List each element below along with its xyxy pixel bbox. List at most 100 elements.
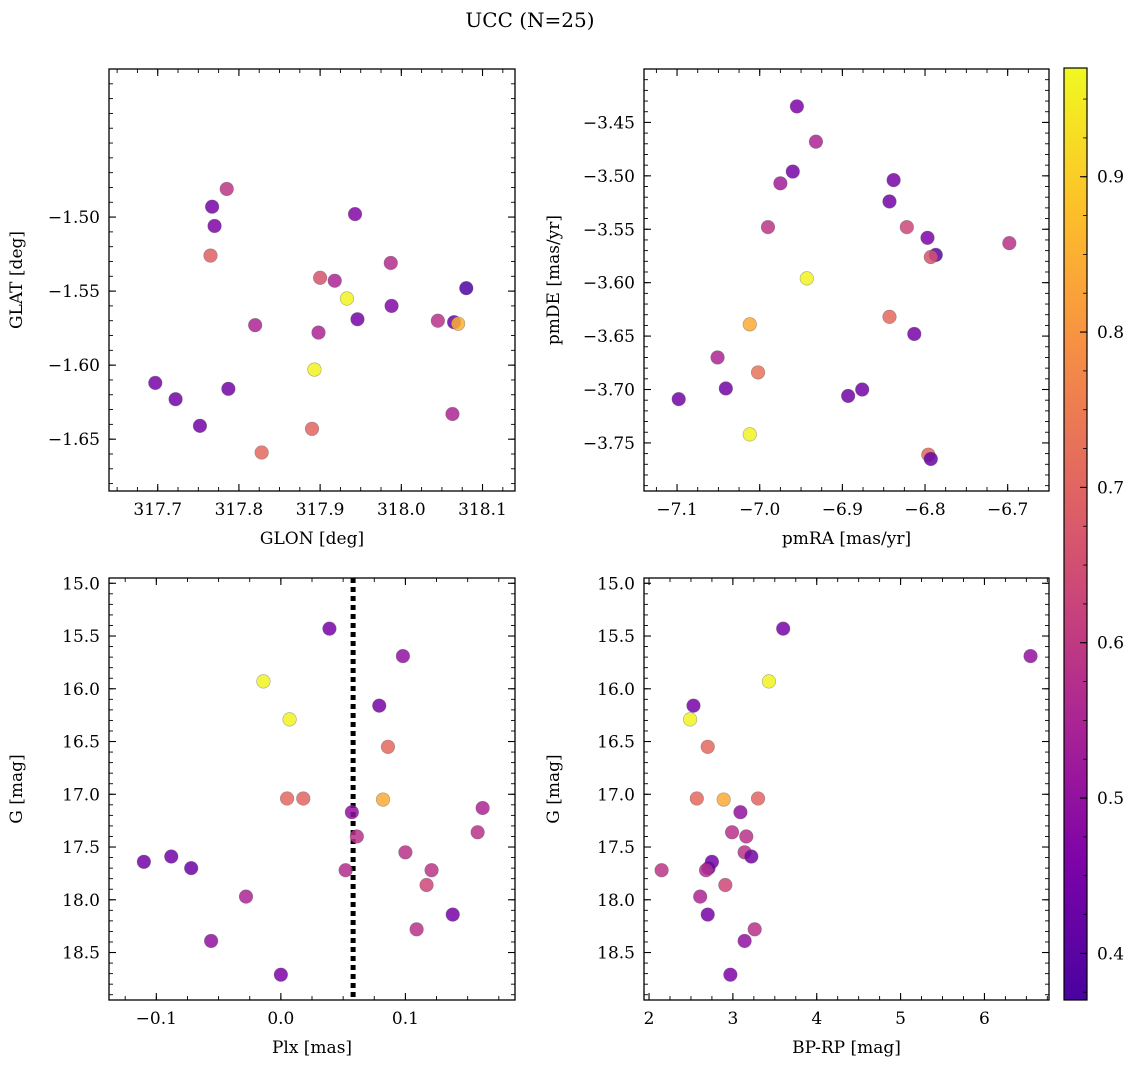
x-tick-label: 3: [727, 1009, 738, 1029]
y-tick-label: −3.45: [583, 113, 635, 133]
scatter-point: [148, 375, 163, 391]
scatter-point: [923, 249, 938, 265]
scatter-point: [1002, 236, 1017, 251]
scatter-panel-3: −0.1 0.0 0.1 15.0 15.5 16.0 16.5 17.0 17.5 18.0 18…: [7, 574, 516, 1058]
scatter-point: [204, 933, 219, 949]
axes-frame: [643, 68, 1050, 492]
scatter-point: [383, 255, 398, 271]
y-tick-label: −3.55: [583, 220, 635, 240]
scatter-point: [841, 388, 856, 404]
scatter-point: [168, 392, 183, 407]
y-tick-label: 17.0: [62, 785, 100, 805]
scatter-points: [148, 181, 474, 460]
colorbar-tick-label: 0.8: [1097, 323, 1124, 343]
scatter-point: [747, 922, 762, 937]
scatter-point: [808, 134, 824, 149]
scatter-point: [470, 825, 485, 840]
scatter-point: [785, 164, 800, 179]
scatter-point: [279, 791, 295, 806]
y-tick-label: 16.5: [597, 733, 635, 753]
x-tick-label: 2: [644, 1009, 655, 1029]
scatter-point: [430, 313, 445, 328]
scatter-point: [723, 967, 738, 982]
scatter-point: [445, 907, 460, 922]
x-tick-label: 317.7: [133, 500, 182, 520]
y-tick-label: 15.5: [597, 627, 635, 647]
figure-title: UCC (N=25): [465, 8, 594, 32]
scatter-point: [899, 220, 914, 235]
scatter-point: [347, 207, 363, 222]
colorbar-tick-label: 0.6: [1097, 634, 1124, 654]
scatter-point: [192, 418, 208, 433]
y-tick-label: 16.0: [597, 680, 635, 700]
y-tick-label: 17.5: [62, 838, 100, 858]
x-tick-label: 317.8: [215, 500, 264, 520]
axes-frame: [108, 577, 516, 1001]
x-tick-label: −6.9: [822, 500, 863, 520]
y-tick-label: 18.0: [62, 891, 100, 911]
scatter-point: [384, 298, 399, 314]
y-tick-label: 16.0: [62, 680, 100, 700]
y-tick-label: 15.5: [62, 627, 100, 647]
scatter-point: [375, 792, 391, 807]
scatter-point: [398, 845, 413, 860]
scatter-point: [760, 220, 776, 235]
scatter-point: [733, 805, 748, 820]
scatter-point: [344, 805, 359, 820]
scatter-panel-2: −7.1 −7.0 −6.9 −6.8 −6.7 −3.45 −3.50 −3.55 −3.60…: [544, 68, 1050, 549]
y-axis-title: GLAT [deg]: [7, 231, 27, 329]
scatter-point: [203, 248, 218, 263]
scatter-point: [248, 318, 263, 333]
scatter-point: [349, 829, 364, 844]
x-tick-label: 0.1: [392, 1009, 419, 1029]
scatter-point: [710, 350, 725, 365]
colorbar-tick-label: 0.5: [1097, 789, 1124, 809]
y-tick-label: −3.65: [583, 327, 635, 347]
scatter-point: [307, 362, 322, 377]
scatter-point: [419, 877, 434, 893]
scatter-point: [380, 739, 396, 754]
x-tick-label: 318.0: [377, 500, 426, 520]
scatter-points: [671, 99, 1017, 467]
scatter-point: [451, 316, 466, 331]
y-tick-label: −3.75: [583, 434, 635, 454]
scatter-point: [855, 382, 870, 397]
scatter-point: [327, 273, 342, 288]
scatter-point: [761, 674, 777, 689]
x-axis-title: Plx [mas]: [272, 1038, 352, 1058]
y-axis-title: G [mag]: [7, 754, 27, 823]
y-tick-label: 15.0: [62, 574, 100, 594]
scatter-point: [254, 445, 269, 460]
y-tick-label: −3.50: [583, 167, 635, 187]
scatter-point: [886, 173, 901, 188]
scatter-point: [409, 922, 424, 937]
scatter-point: [776, 621, 791, 636]
scatter-point: [689, 791, 704, 806]
scatter-point: [338, 863, 353, 878]
x-axis-title: GLON [deg]: [260, 529, 364, 549]
scatter-point: [322, 621, 337, 636]
y-tick-label: −1.65: [48, 430, 100, 450]
scatter-panel-1: 317.7 317.8 317.9 318.0 318.1 −1.50 −1.55 −1.60…: [7, 68, 516, 549]
scatter-point: [459, 281, 474, 296]
scatter-point: [737, 933, 752, 949]
scatter-point: [184, 861, 199, 876]
scatter-point: [304, 421, 320, 436]
scatter-point: [273, 967, 288, 982]
scatter-point: [907, 326, 922, 342]
y-tick-label: −1.55: [48, 282, 100, 302]
scatter-point: [718, 381, 733, 396]
x-tick-label: 318.1: [458, 500, 507, 520]
scatter-point: [205, 199, 220, 214]
scatter-point: [445, 406, 460, 422]
scatter-point: [742, 317, 757, 332]
x-tick-label: −7.1: [656, 500, 697, 520]
scatter-point: [744, 849, 759, 864]
x-axis-title: pmRA [mas/yr]: [782, 529, 911, 549]
colorbar-tick-label: 0.4: [1097, 944, 1124, 964]
scatter-point: [671, 392, 686, 407]
x-tick-label: 0.0: [267, 1009, 294, 1029]
x-tick-label: 6: [979, 1009, 990, 1029]
colorbar-tick-label: 0.7: [1097, 478, 1124, 498]
